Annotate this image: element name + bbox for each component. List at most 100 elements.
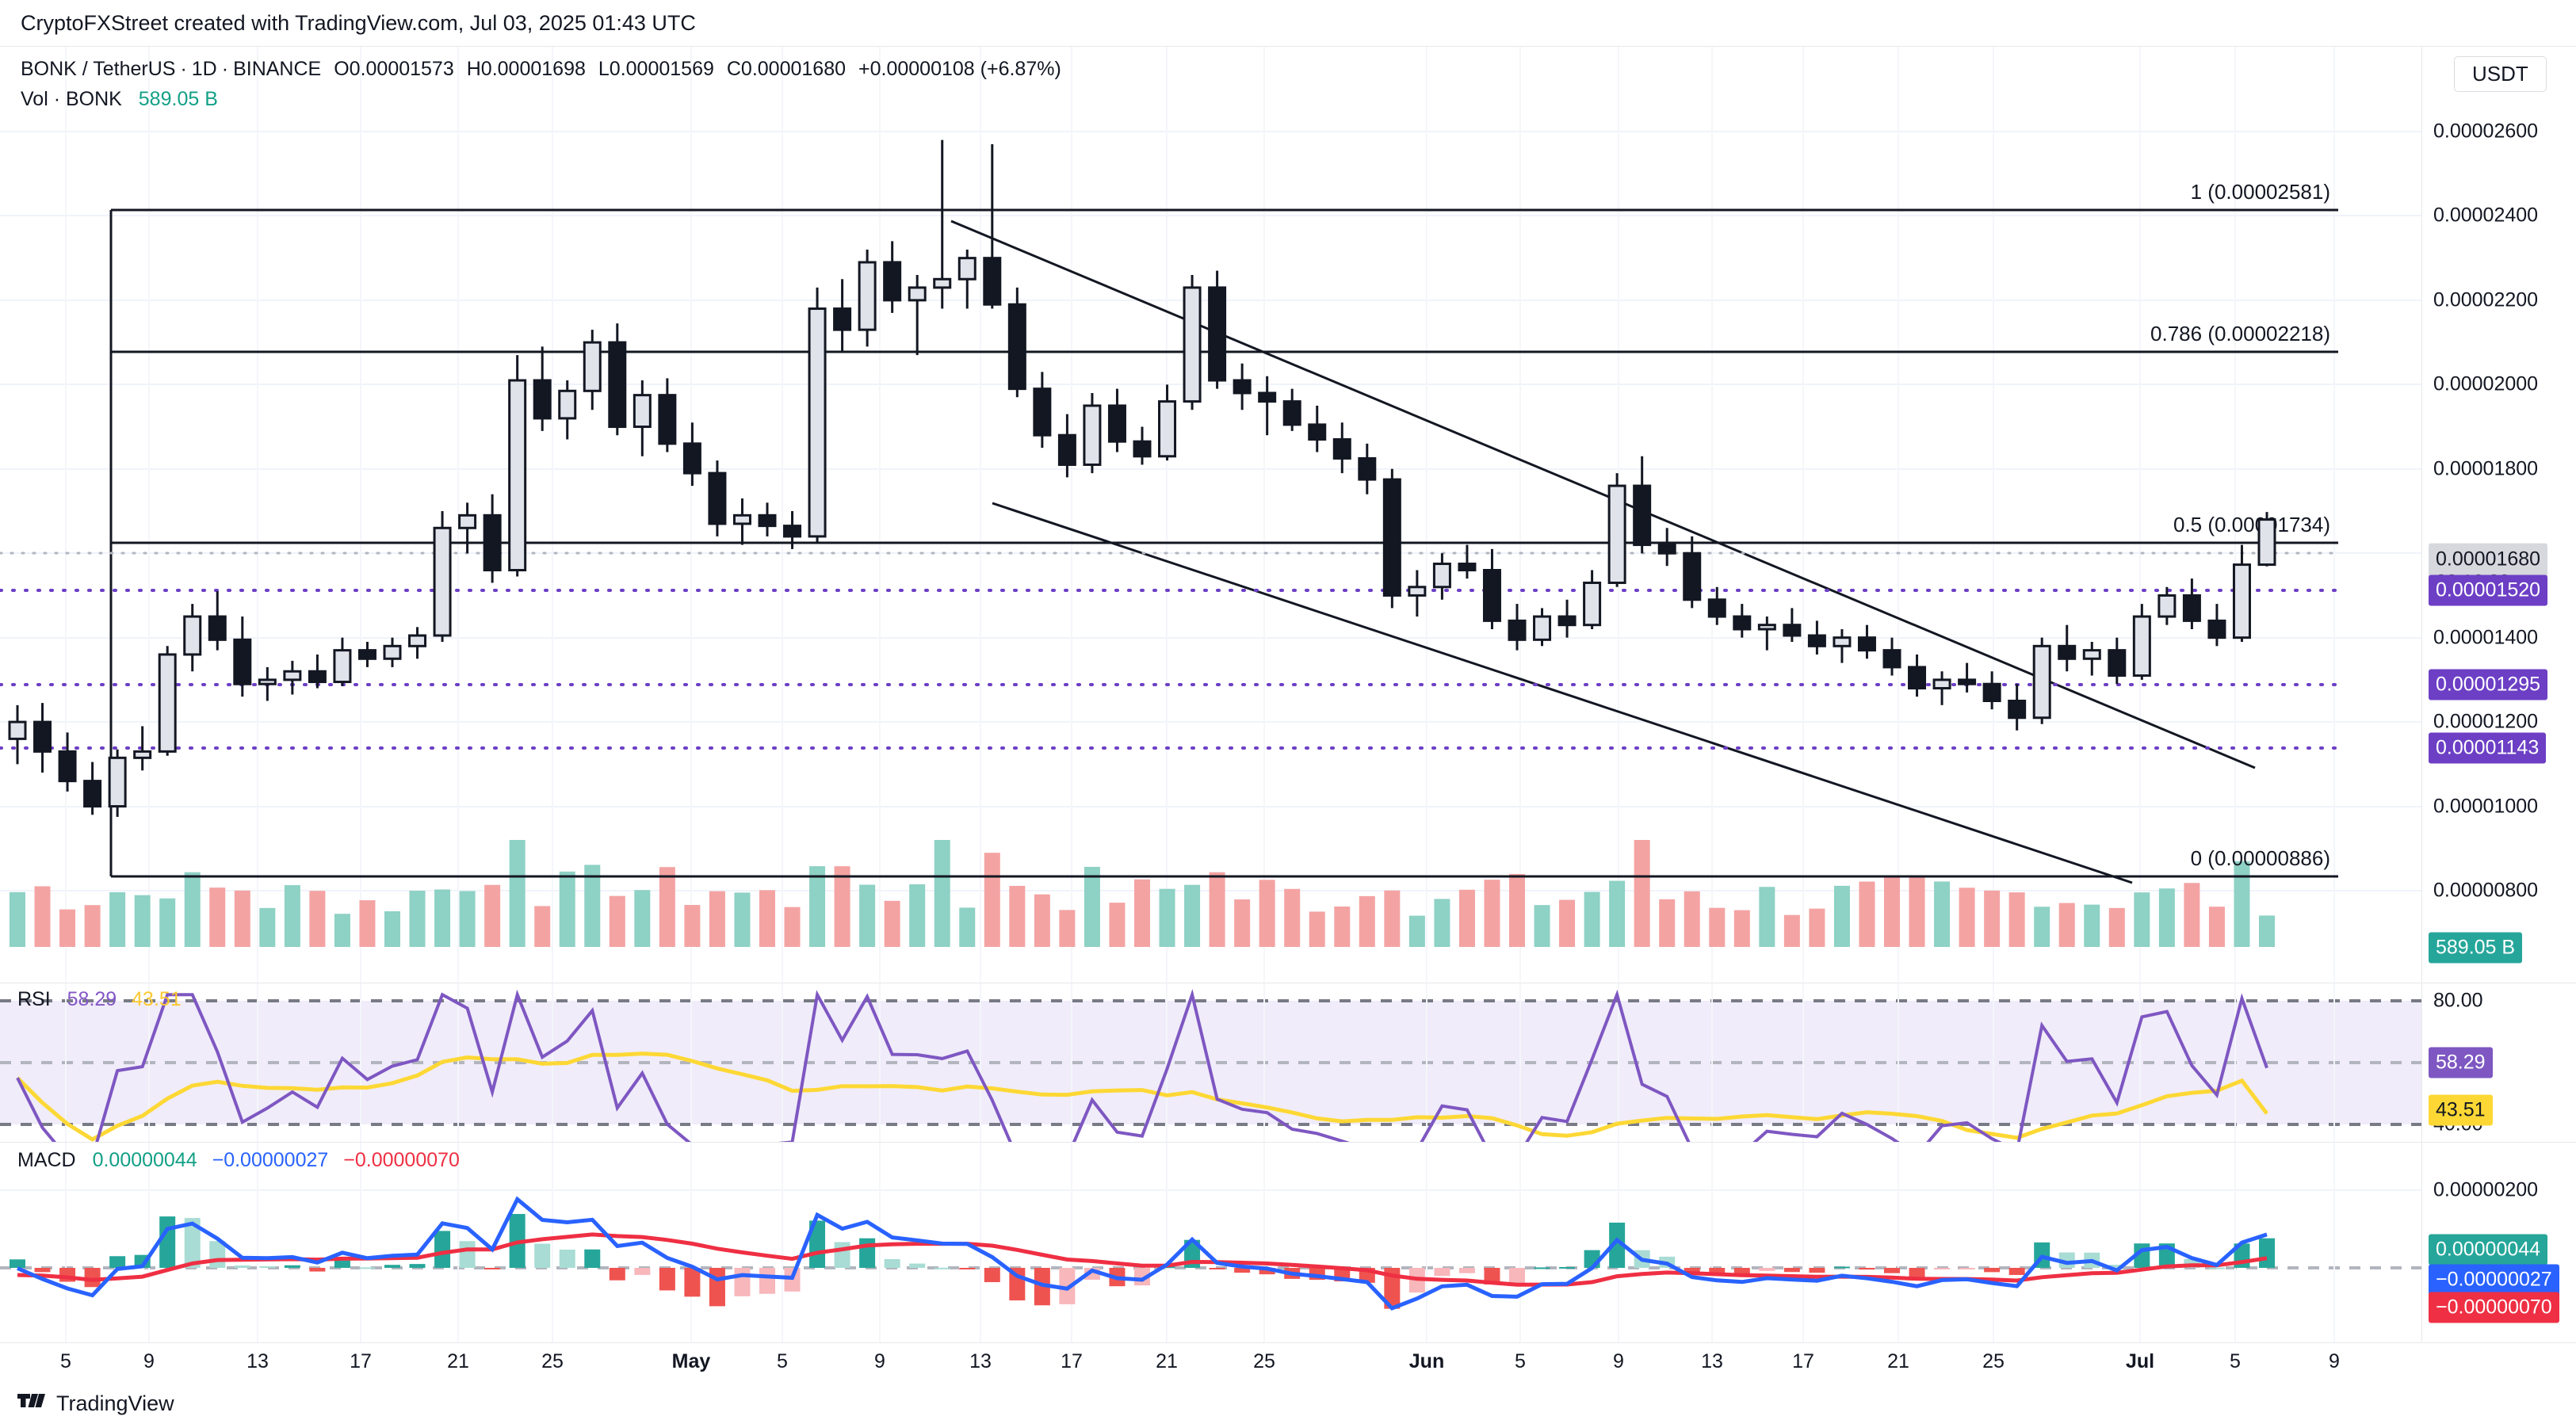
candle-body-down <box>2058 644 2077 660</box>
price-scale-column[interactable]: USDT 0.00002600 0.00002400 0.00002200 0.000… <box>2421 47 2576 1342</box>
macd-histogram-bar <box>809 1220 826 1268</box>
footer: TradingView <box>0 1387 2576 1420</box>
time-axis-month-label: May <box>671 1350 711 1372</box>
volume-bar <box>1084 866 1100 947</box>
candle-body-up <box>1757 624 1776 631</box>
price-tick-label: 0.00001000 <box>2433 795 2539 818</box>
candle-body-down <box>1958 678 1977 685</box>
price-level-badge[interactable]: 0.00001295 <box>2429 669 2548 700</box>
candle-body-down <box>2108 649 2127 678</box>
volume-bar <box>1434 899 1450 947</box>
candle-body-down <box>483 513 502 572</box>
candle-body-up <box>433 526 452 637</box>
volume-bar <box>1984 890 2001 947</box>
volume-bar <box>1184 884 1201 947</box>
price-pane[interactable]: 1 (0.00002581) 0.786 (0.00002218) 0.5 (0.0… <box>0 47 2421 982</box>
volume-bar <box>109 891 126 947</box>
volume-bar <box>684 905 701 947</box>
macd-histogram-bar <box>434 1231 451 1268</box>
volume-bar <box>2008 892 2025 947</box>
volume-bar <box>809 866 826 947</box>
rsi-pane[interactable]: RSI 58.29 43.51 <box>0 983 2421 1142</box>
macd-signal-badge[interactable]: −0.00000070 <box>2429 1292 2559 1323</box>
candle-body-down <box>1982 682 2001 703</box>
volume-bar <box>1134 879 1150 947</box>
candle-body-up <box>1158 400 1177 458</box>
candle-body-up <box>558 389 577 420</box>
volume-bar <box>1909 876 1925 947</box>
price-level-badge[interactable]: 0.00001520 <box>2429 574 2548 606</box>
price-level-badge[interactable]: 0.00001143 <box>2429 732 2547 764</box>
macd-svg <box>0 1143 2421 1342</box>
macd-histogram-badge[interactable]: 0.00000044 <box>2429 1234 2548 1265</box>
candle-body-down <box>1857 636 1876 652</box>
candle-body-up <box>508 379 527 572</box>
time-axis-day-label: 5 <box>60 1350 71 1372</box>
candle-body-up <box>2032 644 2051 720</box>
volume-bar <box>309 891 326 947</box>
candle-body-down <box>1057 433 1076 466</box>
fib-label: 0 (0.00000886) <box>2191 846 2330 870</box>
rsi-value-badge[interactable]: 58.29 <box>2429 1047 2493 1078</box>
volume-bar <box>1009 885 1026 947</box>
candle-body-up <box>2232 563 2251 639</box>
macd-signal-line <box>17 1232 2268 1287</box>
macd-histogram-bar <box>484 1268 501 1269</box>
candle-body-down <box>308 670 327 684</box>
volume-bar <box>509 840 526 947</box>
volume-bar <box>1059 910 1076 947</box>
macd-histogram-bar <box>1984 1268 2001 1273</box>
rsi-upper-tick-label: 80.00 <box>2433 989 2483 1012</box>
candle-body-up <box>283 670 302 681</box>
volume-bar <box>434 889 451 947</box>
rsi-ma-value-badge[interactable]: 43.51 <box>2429 1094 2493 1126</box>
macd-histogram-bar <box>159 1216 176 1268</box>
macd-histogram-bar <box>1809 1268 1825 1273</box>
time-axis[interactable]: 5 9 13 17 21 25 May 5 9 13 17 21 25 Jun 5 9 13 17 21 25 Jul 5… <box>0 1342 2576 1388</box>
candle-body-down <box>1133 440 1152 458</box>
macd-scale[interactable]: 0.000002000.000000000.00000044−0.0000002… <box>2422 1142 2576 1342</box>
volume-bar <box>659 867 675 947</box>
volume-bar <box>1534 905 1550 947</box>
candle-body-down <box>833 307 852 331</box>
price-scale[interactable]: USDT 0.00002600 0.00002400 0.00002200 0.000… <box>2422 47 2576 982</box>
attribution-bar: CryptoFXStreet created with TradingView.… <box>0 0 2576 46</box>
volume-bar <box>2259 915 2275 947</box>
volume-bar <box>34 886 51 947</box>
macd-histogram-bar <box>1759 1268 1775 1271</box>
candle-body-up <box>158 653 177 753</box>
volume-bar <box>259 907 276 947</box>
volume-bar <box>534 906 551 947</box>
currency-pill[interactable]: USDT <box>2454 56 2547 92</box>
volume-bar <box>1684 891 1700 947</box>
macd-histogram-bar <box>659 1268 675 1291</box>
macd-line-badge[interactable]: −0.00000027 <box>2429 1264 2559 1296</box>
candle-body-up <box>1183 286 1202 403</box>
volume-bar <box>784 907 801 947</box>
price-candlestick-svg: 1 (0.00002581) 0.786 (0.00002218) 0.5 (0.0… <box>0 47 2421 982</box>
macd-histogram-bar <box>1234 1268 1251 1273</box>
macd-histogram-bar <box>684 1268 701 1297</box>
macd-histogram-bar <box>1259 1268 1275 1275</box>
macd-pane[interactable]: MACD 0.00000044 −0.00000027 −0.00000070 <box>0 1142 2421 1342</box>
time-axis-month-label: Jun <box>1408 1350 1445 1372</box>
time-axis-day-label: 21 <box>1156 1350 1178 1372</box>
candle-body-up <box>108 756 127 808</box>
candle-body-up <box>1083 404 1102 466</box>
time-axis-day-label: 9 <box>874 1350 885 1372</box>
macd-line <box>17 1196 2268 1311</box>
volume-value-badge[interactable]: 589.05 B <box>2429 932 2523 964</box>
macd-histogram-bar <box>609 1268 625 1281</box>
volume-bar <box>2108 907 2125 947</box>
candle-body-up <box>633 394 652 429</box>
candle-body-down <box>1332 438 1351 460</box>
time-axis-day-label: 5 <box>777 1350 788 1372</box>
macd-histogram-bar <box>2259 1238 2275 1268</box>
volume-bar <box>934 840 950 947</box>
volume-bar <box>1334 907 1351 947</box>
candle-body-down <box>2008 700 2027 720</box>
macd-histogram-bar <box>559 1249 575 1268</box>
macd-upper-tick-label: 0.00000200 <box>2433 1178 2539 1201</box>
macd-histogram-bar <box>1884 1268 1900 1273</box>
